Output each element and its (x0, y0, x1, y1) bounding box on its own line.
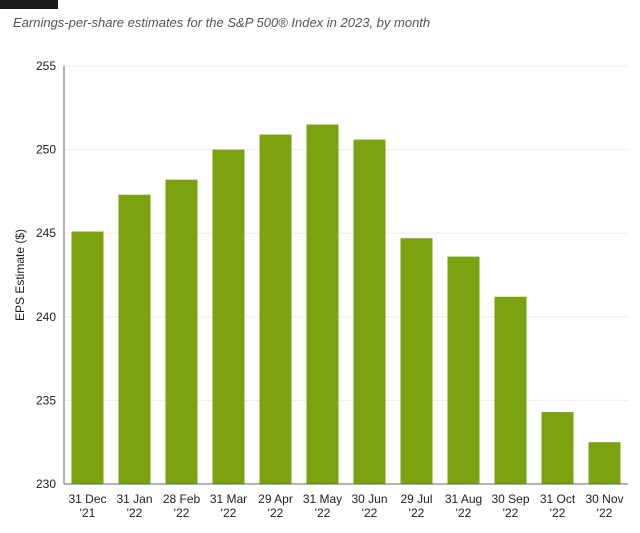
bar (447, 256, 480, 484)
x-tick-label: 29 Apr '22 (258, 492, 293, 520)
x-tick-label: 31 Oct '22 (540, 492, 576, 520)
bar (306, 124, 339, 485)
y-tick-label: 250 (36, 143, 56, 157)
x-tick-label: 31 Dec '21 (68, 492, 106, 520)
x-tick-label: 28 Feb '22 (163, 492, 201, 520)
y-axis-title: EPS Estimate ($) (13, 229, 27, 321)
chart-subtitle: Earnings-per-share estimates for the S&P… (13, 15, 431, 30)
x-tick-label: 30 Sep '22 (491, 492, 529, 520)
x-tick-label: 31 May '22 (303, 492, 342, 520)
bar (588, 442, 621, 484)
bar (541, 412, 574, 484)
y-tick-label: 235 (36, 393, 56, 407)
bar (71, 231, 104, 484)
bar (212, 149, 245, 484)
y-tick-label: 255 (36, 59, 56, 73)
bar (400, 238, 433, 484)
bar (259, 134, 292, 484)
x-tick-label: 31 Jan '22 (116, 492, 152, 520)
x-tick-label: 30 Nov '22 (585, 492, 623, 520)
bar (118, 194, 151, 484)
x-tick-label: 29 Jul '22 (400, 492, 432, 520)
x-tick-label: 30 Jun '22 (351, 492, 387, 520)
bar (165, 179, 198, 485)
x-tick-label: 31 Aug '22 (445, 492, 482, 520)
bar (494, 296, 527, 484)
header-bar-fragment (0, 0, 58, 9)
y-tick-label: 240 (36, 310, 56, 324)
y-tick-label: 230 (36, 477, 56, 491)
x-tick-label: 31 Mar '22 (210, 492, 247, 520)
y-tick-label: 245 (36, 226, 56, 240)
bar (353, 139, 386, 484)
